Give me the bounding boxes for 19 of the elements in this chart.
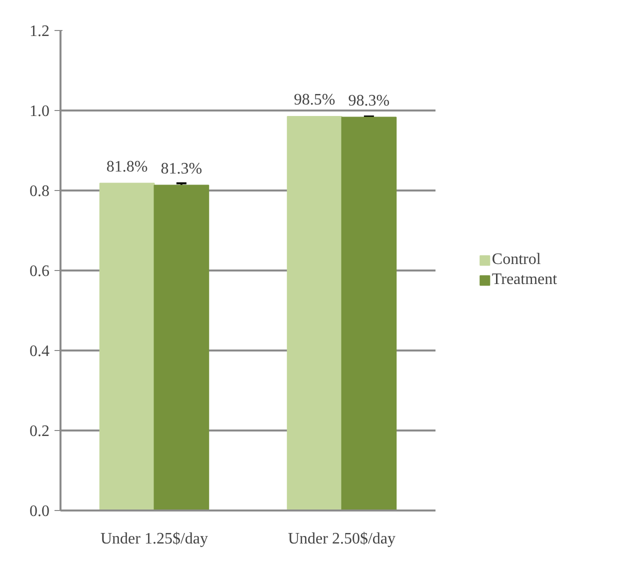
data-label: 98.3% xyxy=(348,92,390,110)
legend-label: Control xyxy=(492,251,541,269)
x-tick-label: Under 1.25$/day xyxy=(100,530,208,548)
y-tick-label: 0.0 xyxy=(30,503,50,520)
bar xyxy=(341,116,397,510)
y-tick-label: 1.0 xyxy=(30,103,50,120)
y-tick-label: 0.2 xyxy=(30,423,50,440)
y-tick-label: 0.8 xyxy=(30,183,50,200)
bar xyxy=(154,184,210,510)
legend-label: Treatment xyxy=(492,271,558,289)
data-label: 81.8% xyxy=(106,158,148,176)
data-label: 98.5% xyxy=(294,92,336,108)
y-tick-label: 1.2 xyxy=(30,23,50,40)
y-tick-label: 0.4 xyxy=(30,343,50,360)
data-label: 81.3% xyxy=(160,160,202,178)
bar xyxy=(286,116,342,510)
bar xyxy=(99,182,155,510)
y-tick-label: 0.6 xyxy=(30,263,50,280)
x-tick-label: Under 2.50$/day xyxy=(288,530,396,548)
